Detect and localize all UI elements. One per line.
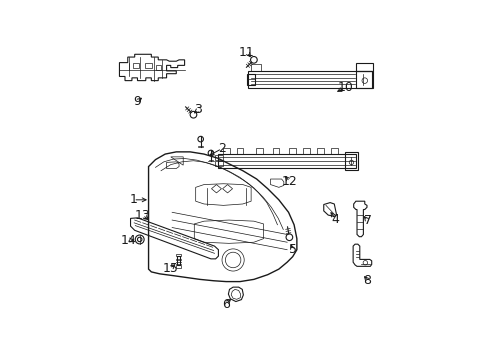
Bar — [303, 148, 310, 154]
Bar — [215, 155, 223, 160]
Bar — [177, 256, 180, 265]
Bar — [156, 66, 161, 69]
Bar — [176, 253, 181, 256]
Bar — [248, 71, 372, 87]
Text: 13: 13 — [135, 208, 150, 221]
Bar — [256, 148, 263, 154]
Bar — [247, 74, 255, 85]
Text: 6: 6 — [221, 298, 229, 311]
Text: 7: 7 — [364, 214, 371, 227]
Text: 8: 8 — [364, 274, 371, 287]
Text: 14: 14 — [121, 234, 137, 247]
Bar — [356, 71, 373, 87]
Bar — [237, 148, 244, 154]
Bar — [145, 63, 152, 68]
Bar — [215, 161, 223, 166]
Text: 4: 4 — [332, 213, 340, 226]
Bar — [223, 148, 229, 154]
Bar — [133, 63, 139, 68]
Bar — [317, 148, 324, 154]
Text: 11: 11 — [239, 46, 255, 59]
Text: 3: 3 — [195, 103, 202, 116]
Bar — [345, 152, 358, 170]
Text: 5: 5 — [289, 243, 297, 256]
Bar — [331, 148, 338, 154]
Bar — [218, 154, 356, 168]
Bar — [356, 63, 373, 71]
Text: 12: 12 — [282, 175, 298, 188]
Bar — [176, 265, 181, 268]
Text: 1: 1 — [129, 193, 137, 206]
Bar — [290, 148, 296, 154]
Text: 10: 10 — [338, 81, 353, 94]
Bar — [251, 64, 261, 71]
Text: 15: 15 — [163, 262, 179, 275]
Text: 2: 2 — [218, 142, 226, 155]
Text: 9: 9 — [134, 95, 142, 108]
Bar — [273, 148, 279, 154]
